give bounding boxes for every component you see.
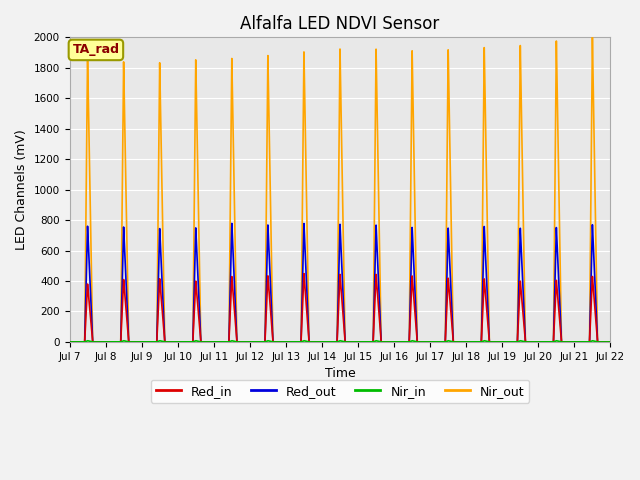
Y-axis label: LED Channels (mV): LED Channels (mV) xyxy=(15,129,28,250)
Legend: Red_in, Red_out, Nir_in, Nir_out: Red_in, Red_out, Nir_in, Nir_out xyxy=(150,380,529,403)
Title: Alfalfa LED NDVI Sensor: Alfalfa LED NDVI Sensor xyxy=(241,15,440,33)
X-axis label: Time: Time xyxy=(324,367,355,380)
Text: TA_rad: TA_rad xyxy=(72,43,120,57)
